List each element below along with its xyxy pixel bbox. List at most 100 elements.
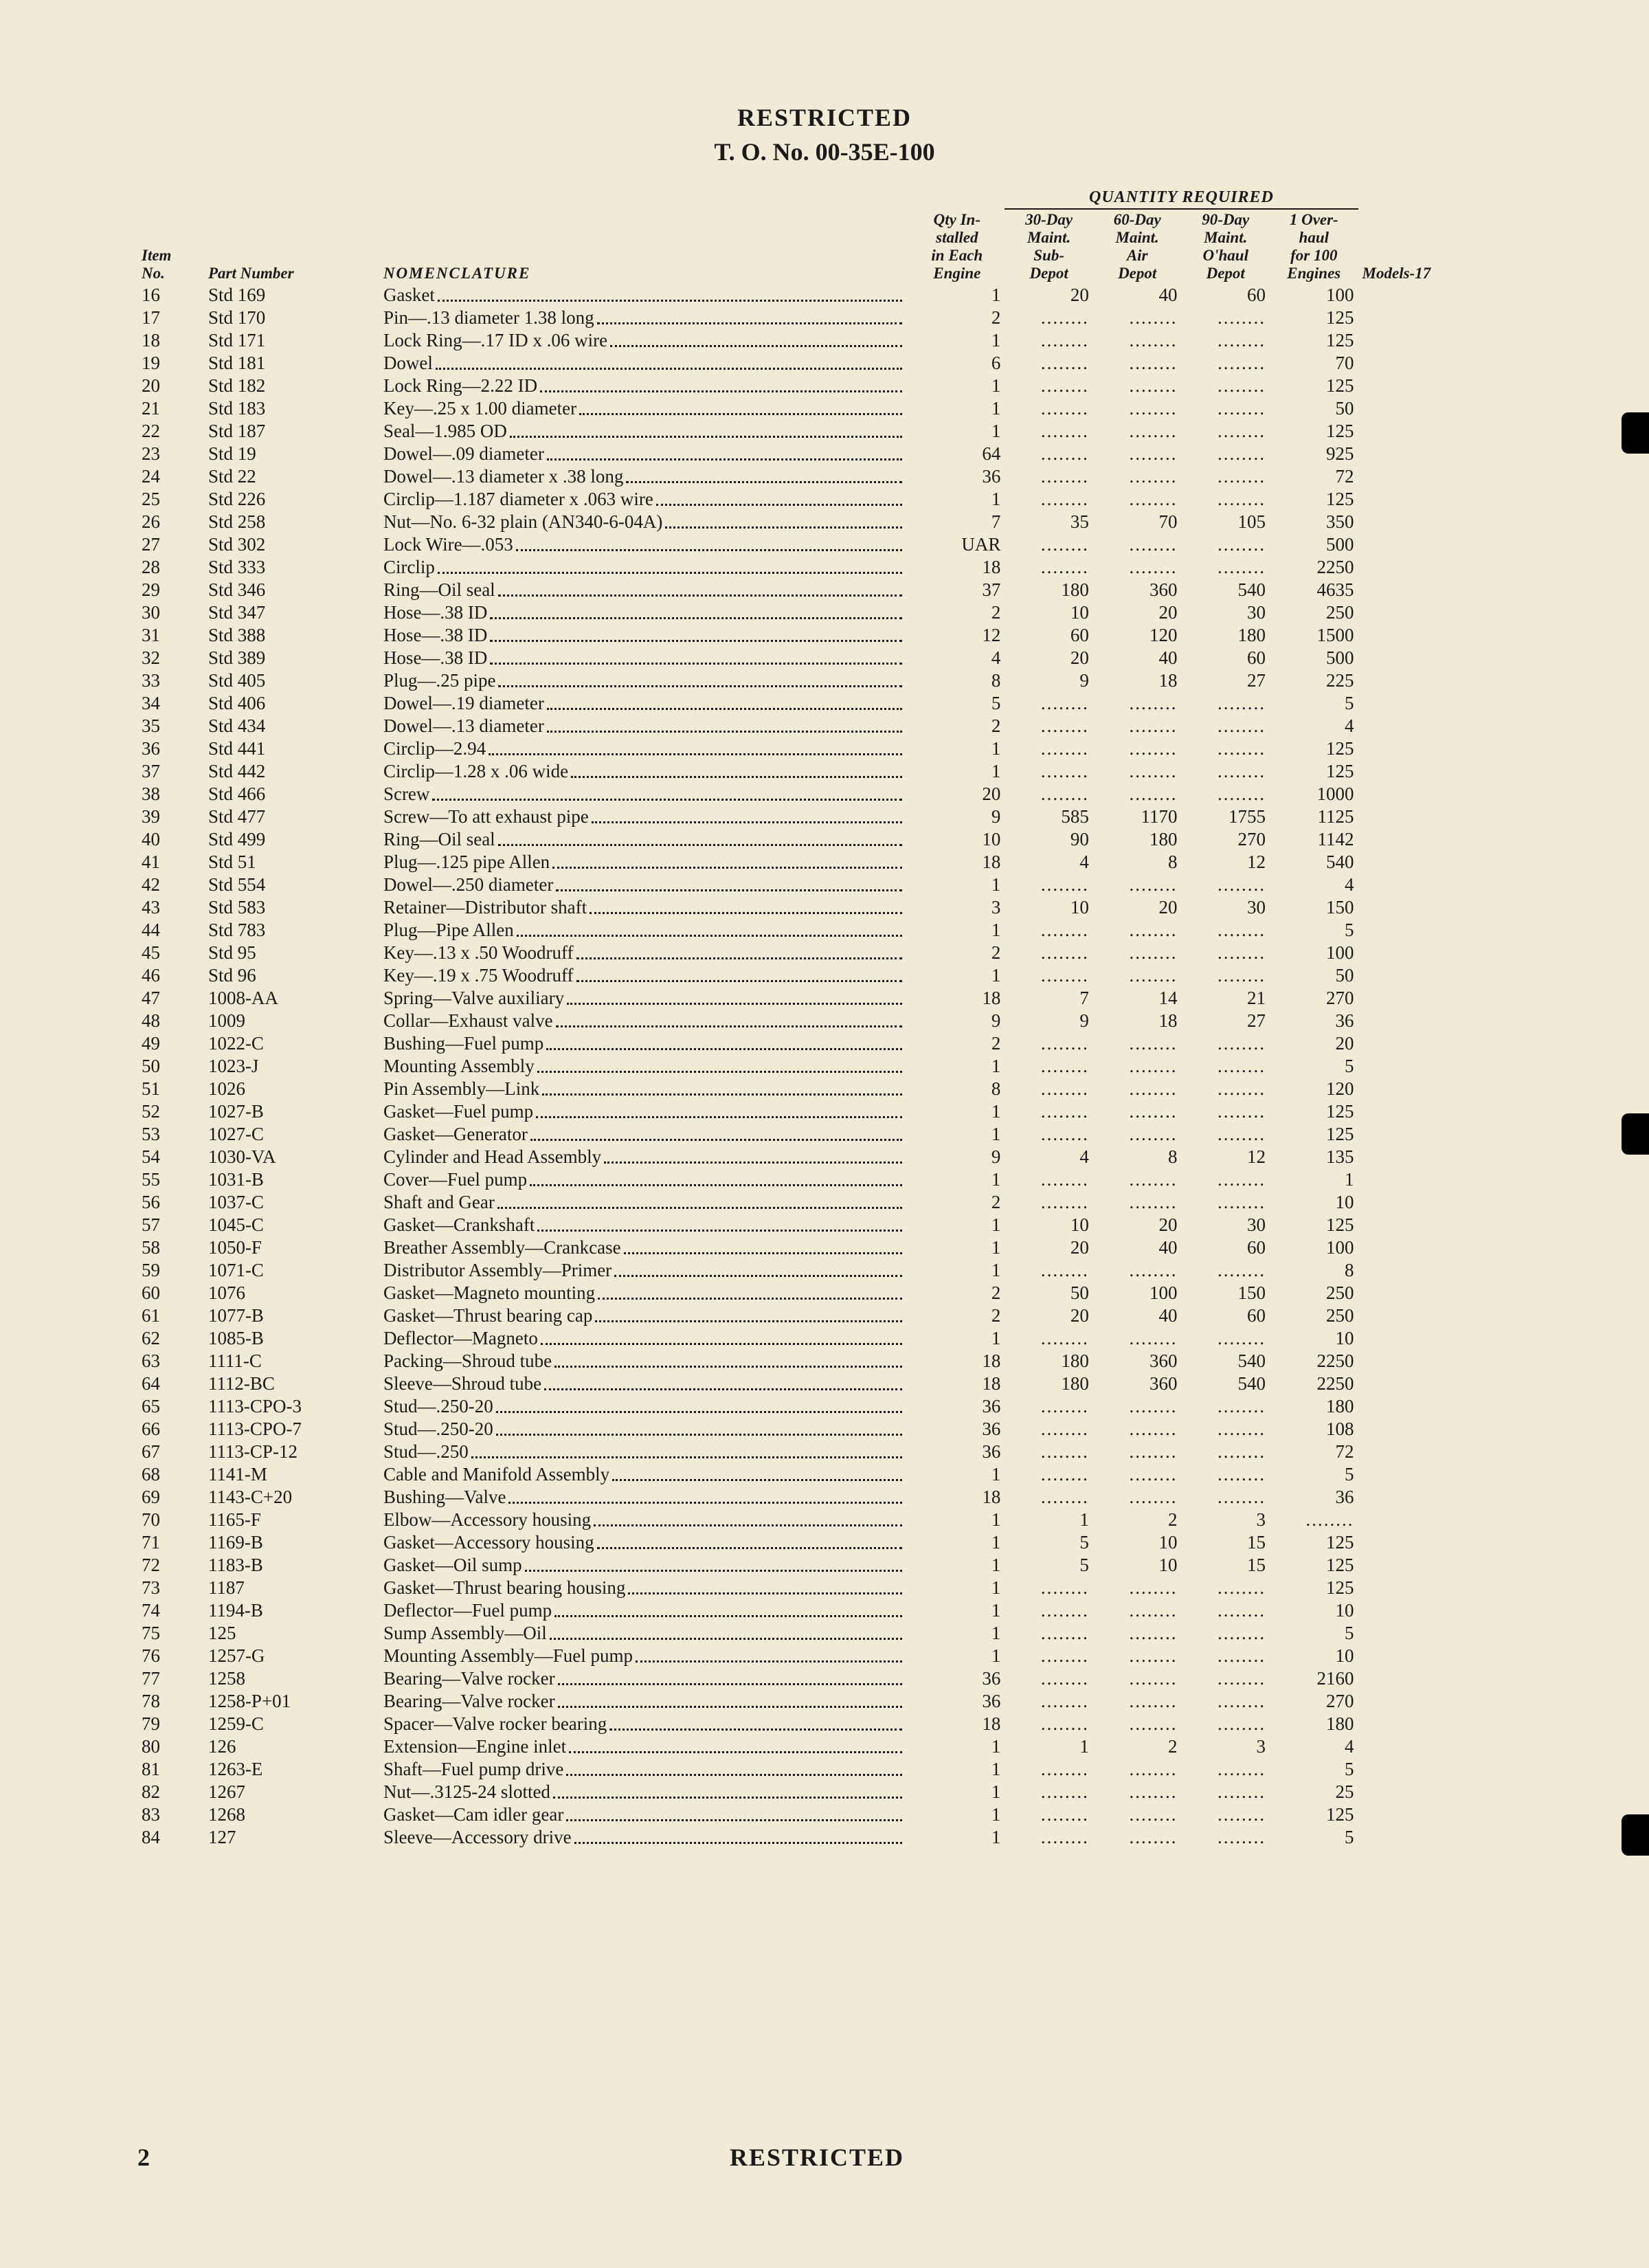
nomenclature-text: Distributor Assembly—Primer bbox=[383, 1260, 612, 1281]
cell-nomenclature: Shaft—Fuel pump drive bbox=[379, 1758, 909, 1781]
cell-60day: ........ bbox=[1093, 1123, 1182, 1146]
empty-dots-icon: ........ bbox=[1129, 1600, 1177, 1621]
table-row: 23Std 19Dowel—.09 diameter64............… bbox=[137, 443, 1512, 465]
cell-overhaul: 125 bbox=[1270, 760, 1358, 783]
cell-overhaul: 2250 bbox=[1270, 556, 1358, 579]
leader-dots-icon bbox=[525, 1555, 903, 1572]
cell-part-number: 1031-B bbox=[204, 1168, 379, 1191]
cell-30day: ........ bbox=[1005, 329, 1093, 352]
empty-dots-icon: ........ bbox=[1041, 874, 1089, 895]
cell-qty-installed: 7 bbox=[909, 511, 1005, 533]
cell-60day: 8 bbox=[1093, 851, 1182, 874]
cell-90day: 180 bbox=[1181, 624, 1270, 647]
cell-qty-installed: 20 bbox=[909, 783, 1005, 805]
cell-overhaul: ........ bbox=[1270, 1509, 1358, 1531]
empty-dots-icon: ........ bbox=[1041, 1804, 1089, 1825]
cell-nomenclature: Deflector—Fuel pump bbox=[379, 1599, 909, 1622]
cell-models bbox=[1358, 1826, 1512, 1849]
cell-nomenclature: Elbow—Accessory housing bbox=[379, 1509, 909, 1531]
cell-item-no: 40 bbox=[137, 828, 204, 851]
empty-dots-icon: ........ bbox=[1041, 1645, 1089, 1666]
table-row: 671113-CP-12Stud—.25036.................… bbox=[137, 1441, 1512, 1463]
table-row: 591071-CDistributor Assembly—Primer1....… bbox=[137, 1259, 1512, 1282]
cell-nomenclature: Ring—Oil seal bbox=[379, 828, 909, 851]
cell-item-no: 44 bbox=[137, 919, 204, 942]
header-restricted: RESTRICTED bbox=[137, 103, 1512, 132]
cell-90day: ........ bbox=[1181, 352, 1270, 375]
cell-qty-installed: 1 bbox=[909, 1168, 1005, 1191]
cell-overhaul: 50 bbox=[1270, 397, 1358, 420]
empty-dots-icon: ........ bbox=[1129, 783, 1177, 804]
empty-dots-icon: ........ bbox=[1129, 1577, 1177, 1598]
nomenclature-text: Screw bbox=[383, 783, 429, 805]
empty-dots-icon: ........ bbox=[1041, 1827, 1089, 1847]
cell-models bbox=[1358, 1781, 1512, 1803]
cell-part-number: 1050-F bbox=[204, 1236, 379, 1259]
nomenclature-text: Shaft and Gear bbox=[383, 1192, 495, 1213]
cell-models bbox=[1358, 828, 1512, 851]
cell-part-number: Std 406 bbox=[204, 692, 379, 715]
cell-overhaul: 125 bbox=[1270, 420, 1358, 443]
cell-nomenclature: Stud—.250-20 bbox=[379, 1395, 909, 1418]
cell-nomenclature: Gasket—Thrust bearing housing bbox=[379, 1577, 909, 1599]
leader-dots-icon bbox=[490, 602, 902, 619]
cell-90day: ........ bbox=[1181, 488, 1270, 511]
nomenclature-text: Circlip bbox=[383, 557, 435, 578]
cell-nomenclature: Dowel—.13 diameter bbox=[379, 715, 909, 737]
cell-nomenclature: Gasket bbox=[379, 284, 909, 307]
cell-part-number: Std 405 bbox=[204, 669, 379, 692]
empty-dots-icon: ........ bbox=[1041, 1441, 1089, 1462]
page-footer: 2 RESTRICTED bbox=[137, 2143, 1512, 2172]
leader-dots-icon bbox=[574, 1827, 903, 1844]
cell-30day: ........ bbox=[1005, 1599, 1093, 1622]
cell-60day: ........ bbox=[1093, 874, 1182, 896]
cell-qty-installed: 2 bbox=[909, 601, 1005, 624]
cell-nomenclature: Sleeve—Shroud tube bbox=[379, 1372, 909, 1395]
empty-dots-icon: ........ bbox=[1129, 1192, 1177, 1212]
cell-nomenclature: Stud—.250 bbox=[379, 1441, 909, 1463]
empty-dots-icon: ........ bbox=[1129, 534, 1177, 555]
cell-part-number: 1113-CP-12 bbox=[204, 1441, 379, 1463]
cell-overhaul: 100 bbox=[1270, 942, 1358, 964]
leader-dots-icon bbox=[542, 1078, 902, 1096]
cell-nomenclature: Spacer—Valve rocker bearing bbox=[379, 1713, 909, 1735]
leader-dots-icon bbox=[566, 1804, 902, 1821]
cell-90day: 60 bbox=[1181, 1236, 1270, 1259]
cell-qty-installed: 1 bbox=[909, 760, 1005, 783]
nomenclature-text: Dowel—.13 diameter bbox=[383, 715, 544, 737]
cell-qty-installed: 1 bbox=[909, 1758, 1005, 1781]
cell-nomenclature: Retainer—Distributor shaft bbox=[379, 896, 909, 919]
cell-nomenclature: Seal—1.985 OD bbox=[379, 420, 909, 443]
cell-overhaul: 100 bbox=[1270, 1236, 1358, 1259]
empty-dots-icon: ........ bbox=[1129, 1396, 1177, 1416]
cell-item-no: 52 bbox=[137, 1100, 204, 1123]
cell-60day: ........ bbox=[1093, 465, 1182, 488]
table-row: 601076Gasket—Magneto mounting25010015025… bbox=[137, 1282, 1512, 1304]
cell-30day: ........ bbox=[1005, 1781, 1093, 1803]
empty-dots-icon: ........ bbox=[1129, 1691, 1177, 1711]
cell-30day: 10 bbox=[1005, 601, 1093, 624]
cell-models bbox=[1358, 1078, 1512, 1100]
cell-60day: ........ bbox=[1093, 1667, 1182, 1690]
cell-item-no: 20 bbox=[137, 375, 204, 397]
table-row: 521027-BGasket—Fuel pump1...............… bbox=[137, 1100, 1512, 1123]
leader-dots-icon bbox=[537, 1056, 903, 1073]
empty-dots-icon: ........ bbox=[1129, 466, 1177, 487]
cell-60day: ........ bbox=[1093, 1032, 1182, 1055]
empty-dots-icon: ........ bbox=[1218, 330, 1266, 351]
cell-90day: ........ bbox=[1181, 783, 1270, 805]
cell-30day: ........ bbox=[1005, 942, 1093, 964]
empty-dots-icon: ........ bbox=[1129, 1645, 1177, 1666]
nomenclature-text: Hose—.38 ID bbox=[383, 602, 487, 623]
cell-60day: ........ bbox=[1093, 737, 1182, 760]
empty-dots-icon: ........ bbox=[1218, 761, 1266, 781]
cell-60day: ........ bbox=[1093, 533, 1182, 556]
cell-30day: ........ bbox=[1005, 1168, 1093, 1191]
cell-90day: ........ bbox=[1181, 533, 1270, 556]
leader-dots-icon bbox=[604, 1146, 902, 1164]
cell-60day: 10 bbox=[1093, 1531, 1182, 1554]
empty-dots-icon: ........ bbox=[1041, 783, 1089, 804]
leader-dots-icon bbox=[547, 715, 902, 733]
cell-models bbox=[1358, 964, 1512, 987]
cell-60day: ........ bbox=[1093, 964, 1182, 987]
